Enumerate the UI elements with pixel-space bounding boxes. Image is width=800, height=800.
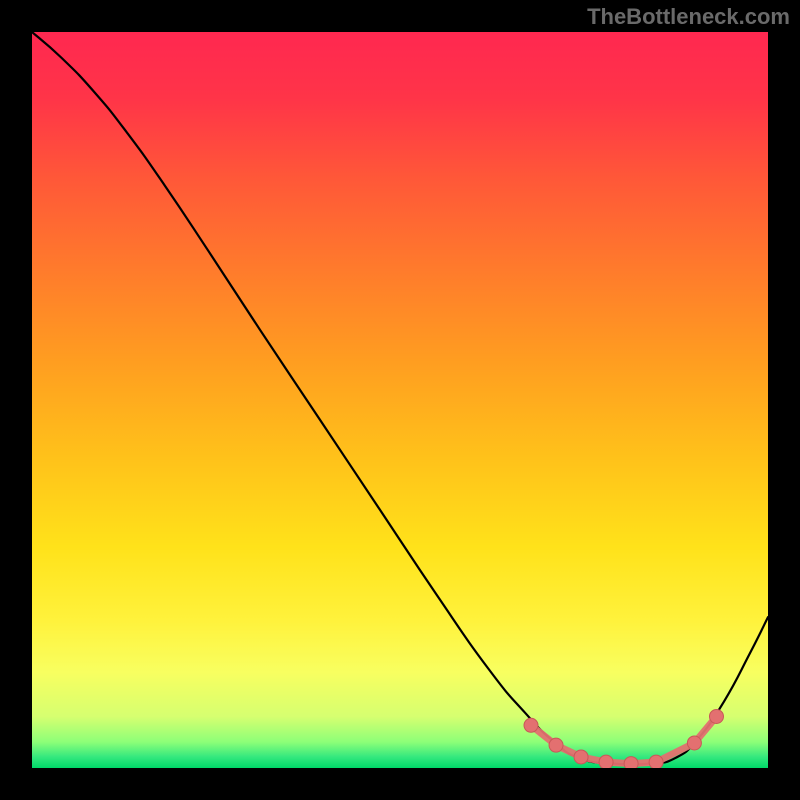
optimal-range-marker <box>549 738 563 752</box>
optimal-range-marker <box>649 755 663 769</box>
optimal-range-marker <box>687 736 701 750</box>
optimal-range-marker <box>624 757 638 771</box>
chart-stage: TheBottleneck.com <box>0 0 800 800</box>
optimal-range-marker <box>709 709 723 723</box>
optimal-range-marker <box>574 750 588 764</box>
optimal-range-marker <box>524 718 538 732</box>
attribution-text: TheBottleneck.com <box>587 4 790 30</box>
optimal-range-marker <box>599 755 613 769</box>
bottleneck-chart <box>0 0 800 800</box>
